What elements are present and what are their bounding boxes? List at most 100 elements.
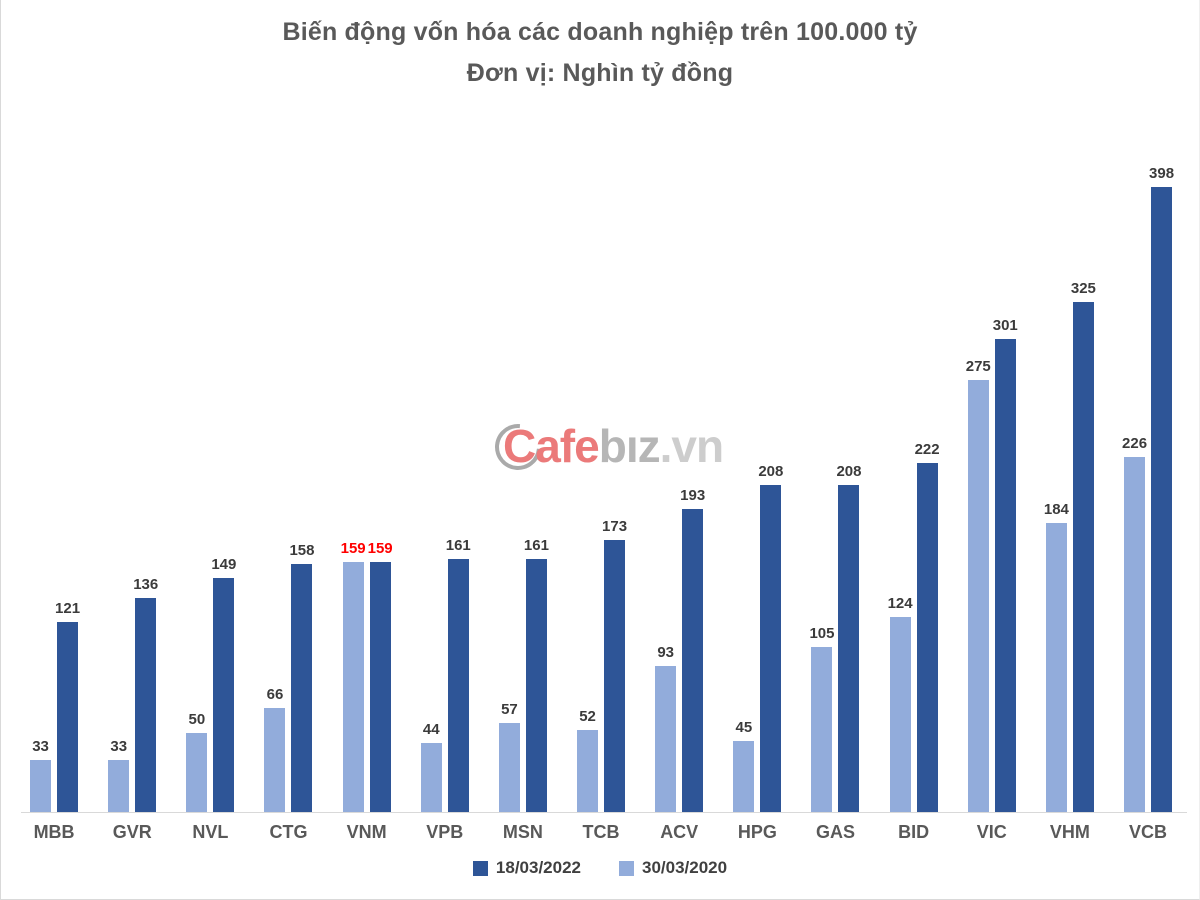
x-axis-label-ctg: CTG: [269, 822, 308, 842]
bar-value-label: 208: [758, 463, 784, 480]
legend-item-2022: 18/03/2022: [472, 858, 581, 878]
bar-group-bid: 124 222: [875, 0, 953, 812]
chart-title-line2: Đơn vị: Nghìn tỷ đồng: [466, 59, 734, 87]
bar-group-vnm: 159 159: [328, 0, 406, 812]
bar-value-label: 33: [32, 738, 49, 755]
bar-group-ctg: 66 158: [249, 0, 327, 812]
bar-vic-30-03-2020: 275: [966, 358, 991, 812]
legend-swatch-2022: [472, 860, 488, 876]
bar-group-vcb: 226 398: [1109, 0, 1187, 812]
x-axis-label-vnm: VNM: [346, 822, 387, 842]
bar-value-label: 124: [887, 595, 913, 612]
bar-nvl-30-03-2020: 50: [186, 711, 208, 812]
bar-value-label: 208: [836, 463, 862, 480]
x-axis-label-bid: BID: [898, 822, 930, 842]
bar-gas-30-03-2020: 105: [809, 625, 834, 812]
bar-gas-18-03-2022: 208: [836, 463, 861, 812]
cafebiz-watermark: Cafebız.vn: [485, 414, 724, 480]
bar-value-label: 325: [1070, 280, 1096, 297]
bar-group-vhm: 184 325: [1031, 0, 1109, 812]
bar-nvl-18-03-2022: 149: [211, 556, 236, 812]
legend-item-2020: 30/03/2020: [619, 858, 727, 878]
x-axis-label-gvr: GVR: [112, 822, 152, 842]
bar-value-label: 159: [340, 540, 366, 557]
watermark-biz: bız: [598, 420, 661, 472]
bar-vic-18-03-2022: 301: [993, 317, 1018, 812]
bar-value-label: 105: [809, 625, 835, 642]
plot-area: 33 121 33 136 50 149 66 158 159 159 44 161 57 161 52 17…: [15, 0, 1187, 812]
bar-value-label: 136: [133, 576, 159, 593]
bar-group-nvl: 50 149: [171, 0, 249, 812]
bar-bid-18-03-2022: 222: [915, 441, 940, 812]
x-axis-labels: MBB GVR NVL CTG VNM VPB MSN TCB ACV HPG GAS BID VIC V…: [15, 822, 1187, 843]
bar-group-acv: 93 193: [640, 0, 718, 812]
bar-vcb-18-03-2022: 398: [1149, 165, 1174, 812]
bar-value-label: 149: [211, 556, 237, 573]
bar-value-label: 158: [289, 542, 315, 559]
bar-gvr-18-03-2022: 136: [133, 576, 158, 812]
bar-acv-18-03-2022: 193: [680, 487, 705, 812]
bar-group-gvr: 33 136: [93, 0, 171, 812]
bar-value-label: 44: [422, 721, 440, 738]
x-axis-label-acv: ACV: [660, 822, 699, 842]
bar-gvr-30-03-2020: 33: [108, 738, 130, 812]
chart-title-line1: Biến động vốn hóa các doanh nghiệp trên …: [282, 18, 918, 46]
bar-hpg-18-03-2022: 208: [758, 463, 783, 812]
bar-value-label: 45: [735, 719, 753, 736]
bar-value-label: 184: [1043, 501, 1069, 518]
bar-mbb-30-03-2020: 33: [30, 738, 52, 812]
bar-vcb-30-03-2020: 226: [1122, 435, 1147, 812]
watermark-vn: .vn: [659, 420, 724, 472]
bar-group-gas: 105 208: [796, 0, 874, 812]
bar-value-label: 33: [110, 738, 128, 755]
bar-group-vic: 275 301: [953, 0, 1031, 812]
bar-value-label: 275: [965, 358, 991, 375]
bar-vpb-30-03-2020: 44: [420, 721, 442, 812]
bar-vnm-30-03-2020: 159: [341, 540, 366, 812]
bar-value-label: 161: [523, 537, 549, 554]
bar-value-label: 226: [1122, 435, 1148, 452]
bar-value-label: 66: [266, 686, 284, 703]
bar-value-label: 50: [188, 711, 206, 728]
x-axis-label-vhm: VHM: [1049, 822, 1090, 842]
x-axis-label-hpg: HPG: [737, 822, 777, 842]
bar-group-vpb: 44 161: [406, 0, 484, 812]
bar-msn-18-03-2022: 161: [524, 537, 549, 812]
bar-value-label: 121: [55, 600, 81, 617]
bar-ctg-30-03-2020: 66: [264, 686, 286, 812]
bar-hpg-30-03-2020: 45: [733, 719, 755, 812]
bar-value-label: 57: [501, 701, 518, 718]
bar-group-tcb: 52 173: [562, 0, 640, 812]
bar-value-label: 222: [914, 441, 940, 458]
bar-value-label: 301: [992, 317, 1018, 334]
x-axis-label-vic: VIC: [976, 822, 1007, 842]
bar-vnm-18-03-2022: 159: [368, 540, 393, 812]
legend: 18/03/2022 30/03/2020: [1, 858, 1199, 878]
bar-value-label: 173: [602, 518, 628, 535]
x-axis-label-mbb: MBB: [33, 822, 75, 842]
bar-value-label: 159: [367, 540, 393, 557]
bar-value-label: 193: [680, 487, 706, 504]
bar-msn-30-03-2020: 57: [498, 701, 520, 812]
bar-value-label: 93: [657, 644, 675, 661]
bar-group-mbb: 33 121: [15, 0, 93, 812]
legend-swatch-2020: [619, 860, 634, 876]
bar-mbb-18-03-2022: 121: [55, 600, 80, 812]
x-axis-label-gas: GAS: [815, 822, 855, 842]
bar-vhm-18-03-2022: 325: [1071, 280, 1096, 812]
x-axis-line: [21, 812, 1187, 813]
bar-value-label: 161: [445, 537, 471, 554]
bar-vhm-30-03-2020: 184: [1044, 501, 1069, 812]
bar-bid-30-03-2020: 124: [888, 595, 913, 812]
bar-ctg-18-03-2022: 158: [289, 542, 315, 812]
x-axis-label-tcb: TCB: [582, 822, 620, 842]
bar-tcb-30-03-2020: 52: [577, 708, 599, 812]
watermark-text: Cafebız.vn: [493, 416, 724, 476]
bar-group-msn: 57 161: [484, 0, 562, 812]
chart-title: Biến động vốn hóa các doanh nghiệp trên …: [1, 12, 1199, 94]
x-axis-label-nvl: NVL: [192, 822, 229, 842]
bar-value-label: 398: [1149, 165, 1175, 182]
x-axis-label-vpb: VPB: [426, 822, 464, 842]
bar-group-hpg: 45 208: [718, 0, 796, 812]
